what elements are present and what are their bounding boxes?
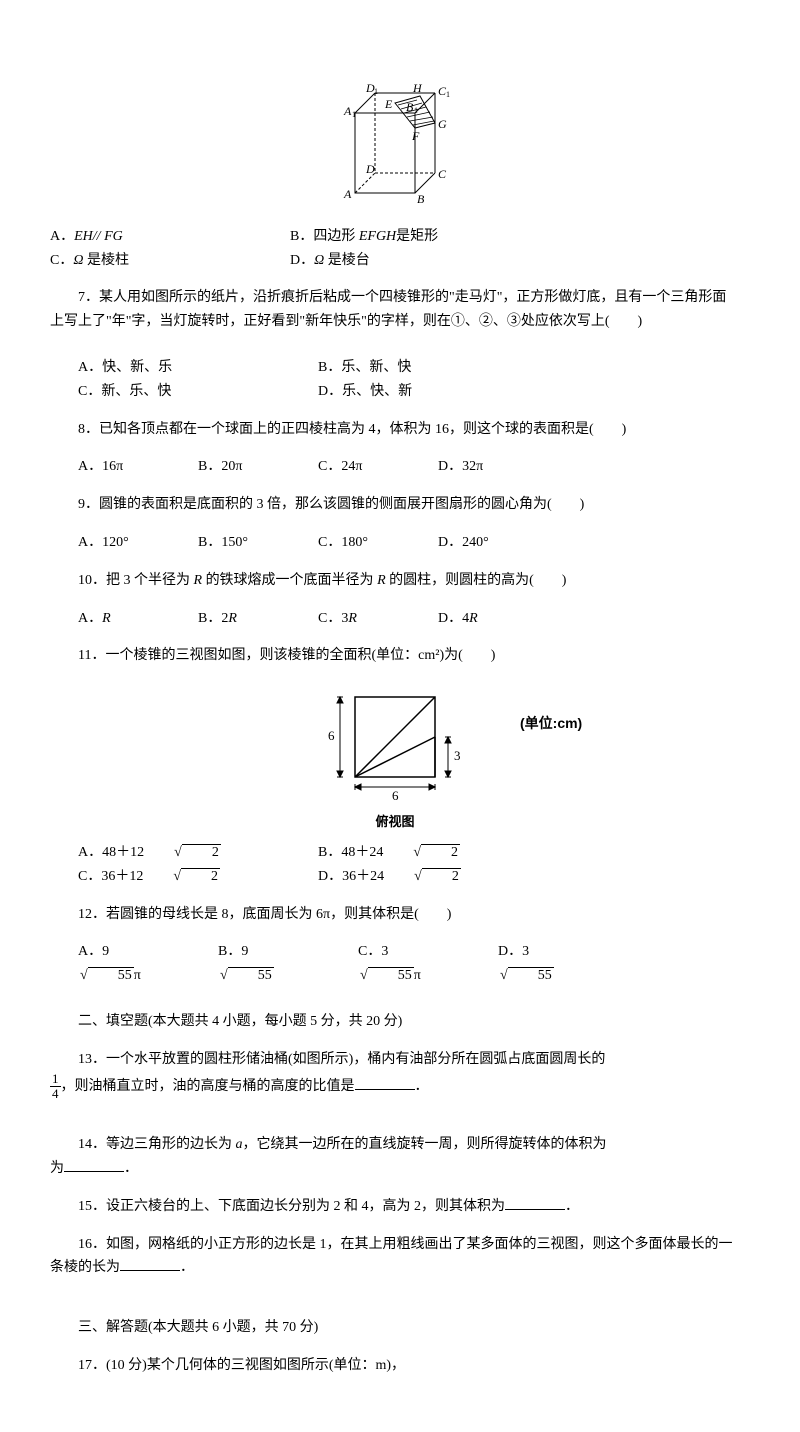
q7-opt-d: D．乐、快、新 — [290, 380, 530, 404]
q8-options: A．16π B．20π C．24π D．32π — [50, 455, 740, 479]
q11-opt-a: A．48＋122 — [50, 841, 290, 865]
blank-16 — [120, 1256, 180, 1271]
q16: 16．如图，网格纸的小正方形的边长是 1，在其上用粗线画出了某多面体的三视图，则… — [50, 1233, 740, 1281]
svg-text:A: A — [343, 104, 352, 118]
svg-text:F: F — [411, 129, 420, 143]
svg-text:G: G — [438, 117, 447, 131]
svg-text:1: 1 — [446, 90, 450, 99]
q15: 15．设正六棱台的上、下底面边长分别为 2 和 4，高为 2，则其体积为． — [50, 1195, 740, 1219]
q10-opt-a: A．R — [50, 607, 170, 631]
q6-opt-c: C．Ω 是棱柱 — [50, 249, 290, 273]
q10-opt-c: C．3R — [290, 607, 410, 631]
blank-14 — [64, 1157, 124, 1172]
q10-opt-d: D．4R — [410, 607, 530, 631]
q6-opt-d: D．Ω 是棱台 — [290, 249, 530, 273]
svg-text:1: 1 — [374, 87, 378, 96]
q7-stem: 7．某人用如图所示的纸片，沿折痕折后粘成一个四棱锥形的"走马灯"，正方形做灯底，… — [50, 286, 740, 334]
q8-opt-b: B．20π — [170, 455, 290, 479]
cube-figure: D1 C1 A1 H B1 E G F A B C D — [50, 78, 740, 217]
q9-opt-b: B．150° — [170, 531, 290, 555]
q8-opt-a: A．16π — [50, 455, 170, 479]
q8-stem: 8．已知各顶点都在一个球面上的正四棱柱高为 4，体积为 16，则这个球的表面积是… — [50, 418, 740, 442]
blank-15 — [505, 1195, 565, 1210]
dim-left-6: 6 — [328, 728, 335, 743]
q9-options: A．120° B．150° C．180° D．240° — [50, 531, 740, 555]
svg-text:E: E — [384, 97, 393, 111]
q12-opt-d: D．355 — [470, 940, 610, 988]
q8-opt-c: C．24π — [290, 455, 410, 479]
q11-opt-c: C．36＋122 — [50, 865, 290, 889]
q12-opt-b: B．955 — [190, 940, 330, 988]
q11-opt-b: B．48＋242 — [290, 841, 530, 865]
q7-opt-b: B．乐、新、快 — [290, 356, 530, 380]
q11-caption: 俯视图 — [50, 811, 740, 833]
blank-13 — [355, 1075, 415, 1090]
q12-options: A．955π B．955 C．355π D．355 — [50, 940, 740, 988]
svg-text:1: 1 — [414, 106, 418, 115]
svg-text:H: H — [412, 81, 423, 95]
q12-opt-a: A．955π — [50, 940, 190, 988]
unit-label: (单位:cm) — [520, 712, 582, 736]
q11-figure: 6 3 6 (单位:cm) 俯视图 — [50, 682, 740, 833]
cube-svg: D1 C1 A1 H B1 E G F A B C D — [320, 78, 470, 208]
q11-stem: 11．一个棱锥的三视图如图，则该棱锥的全面积(单位：cm²)为( ) — [50, 644, 740, 668]
q11-svg: 6 3 6 — [320, 682, 470, 802]
q11-options: A．48＋122 B．48＋242 C．36＋122 D．36＋242 — [50, 841, 740, 889]
q10-options: A．R B．2R C．3R D．4R — [50, 607, 740, 631]
q7-opt-a: A．快、新、乐 — [50, 356, 290, 380]
q7-options: A．快、新、乐 B．乐、新、快 C．新、乐、快 D．乐、快、新 — [50, 356, 740, 404]
q13: 13．一个水平放置的圆柱形储油桶(如图所示)，桶内有油部分所在圆弧占底面圆周长的 — [50, 1048, 740, 1072]
svg-text:A: A — [343, 187, 352, 201]
svg-text:D: D — [365, 162, 375, 176]
svg-text:1: 1 — [352, 110, 356, 119]
q9-opt-a: A．120° — [50, 531, 170, 555]
q13-line2: 14，则油桶直立时，油的高度与桶的高度的比值是． — [50, 1072, 740, 1102]
dim-bottom-6: 6 — [392, 788, 399, 802]
q9-opt-d: D．240° — [410, 531, 530, 555]
svg-text:C: C — [438, 167, 447, 181]
q17: 17．(10 分)某个几何体的三视图如图所示(单位：m)， — [50, 1354, 740, 1378]
section3-title: 三、解答题(本大题共 6 小题，共 70 分) — [50, 1316, 740, 1340]
svg-text:B: B — [406, 100, 414, 114]
q12-stem: 12．若圆锥的母线长是 8，底面周长为 6π，则其体积是( ) — [50, 903, 740, 927]
q6-options: A．EH// FG B．四边形 EFGH是矩形 C．Ω 是棱柱 D．Ω 是棱台 — [50, 225, 740, 273]
q6-opt-a: A．EH// FG — [50, 225, 290, 249]
q9-stem: 9．圆锥的表面积是底面积的 3 倍，那么该圆锥的侧面展开图扇形的圆心角为( ) — [50, 493, 740, 517]
q6-opt-b: B．四边形 EFGH是矩形 — [290, 225, 530, 249]
dim-right-3: 3 — [454, 748, 461, 763]
q10-stem: 10．把 3 个半径为 R 的铁球熔成一个底面半径为 R 的圆柱，则圆柱的高为(… — [50, 569, 740, 593]
svg-text:B: B — [417, 192, 425, 206]
q11-opt-d: D．36＋242 — [290, 865, 530, 889]
section2-title: 二、填空题(本大题共 4 小题，每小题 5 分，共 20 分) — [50, 1010, 740, 1034]
q14: 14．等边三角形的边长为 a，它绕其一边所在的直线旋转一周，则所得旋转体的体积为… — [50, 1133, 740, 1181]
q7-opt-c: C．新、乐、快 — [50, 380, 290, 404]
q9-opt-c: C．180° — [290, 531, 410, 555]
q8-opt-d: D．32π — [410, 455, 530, 479]
q12-opt-c: C．355π — [330, 940, 470, 988]
q10-opt-b: B．2R — [170, 607, 290, 631]
